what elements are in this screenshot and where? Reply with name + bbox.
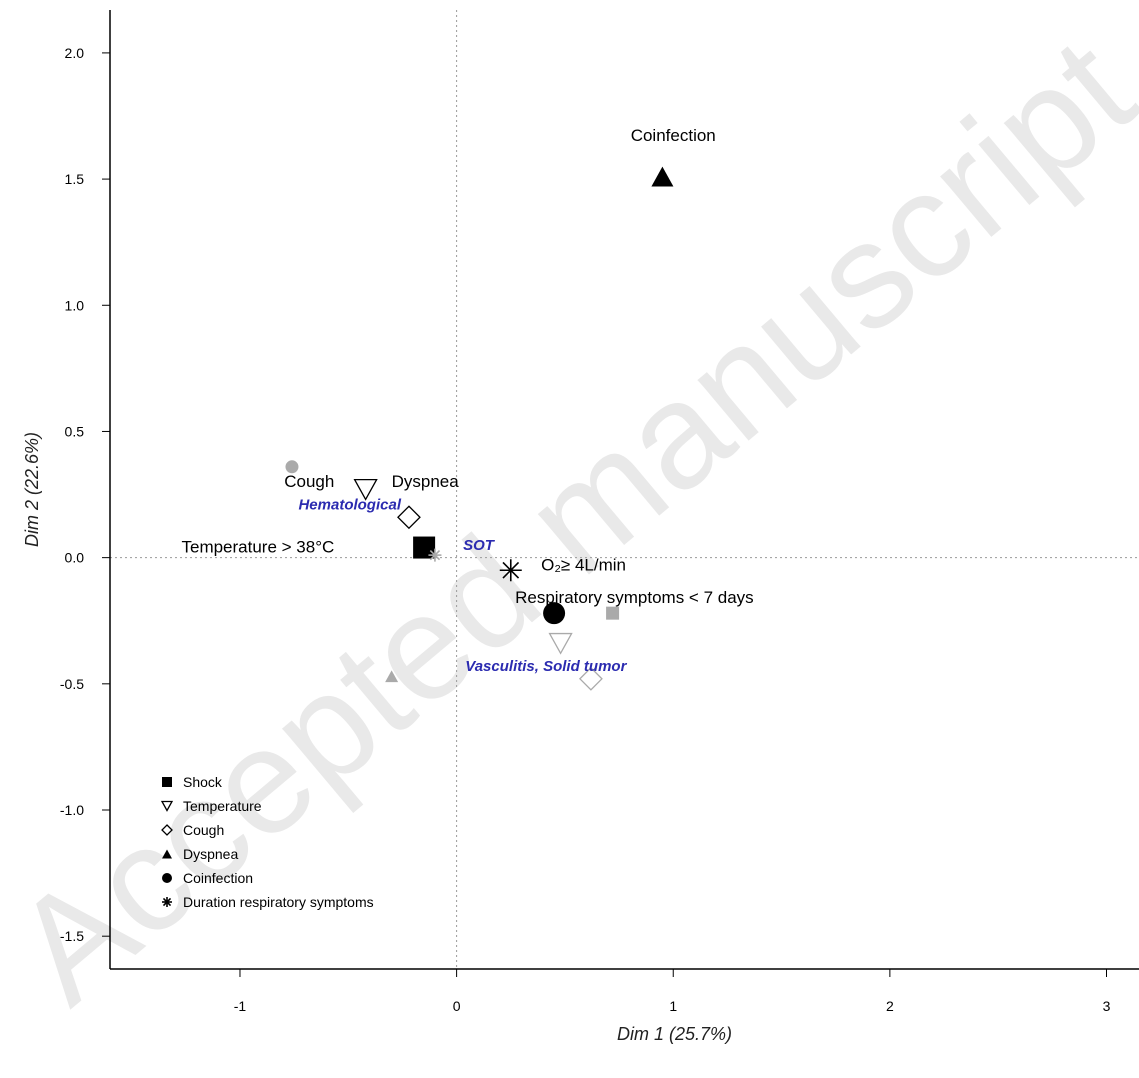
data-point-diamond: [397, 505, 421, 530]
legend-label: Shock: [183, 774, 223, 790]
legend-marker-asterisk: [162, 897, 172, 907]
y-tick-label: 1.0: [65, 297, 85, 313]
legend-item: Dyspnea: [162, 846, 238, 862]
x-tick-label: 3: [1103, 998, 1111, 1014]
point-label: Dyspnea: [392, 472, 460, 491]
data-point-asterisk: [499, 559, 522, 582]
point-label: Temperature > 38°C: [181, 538, 334, 557]
y-tick-label: 2.0: [65, 45, 85, 61]
legend-marker-tri-down: [160, 800, 174, 812]
legend: Shock Temperature Cough Dyspnea Coinfection D…: [160, 774, 374, 910]
point-label: Cough: [284, 472, 334, 491]
y-tick-label: 0.0: [65, 550, 85, 566]
axes: 2.0 1.5 1.0 0.5 0.0 -0.5 -1.0 -1.5 -1 0 1 2 3: [60, 10, 1139, 1014]
legend-item: Duration respiratory symptoms: [162, 894, 374, 910]
y-axis-label: Dim 2 (22.6%): [22, 432, 42, 547]
point-label: O₂≥ 4L/min: [541, 555, 626, 574]
legend-label: Duration respiratory symptoms: [183, 894, 374, 910]
y-tick-label: -0.5: [60, 676, 84, 692]
triangle-down-marker: [353, 478, 378, 501]
legend-label: Dyspnea: [183, 846, 238, 862]
point-label: Coinfection: [631, 126, 716, 145]
x-tick-label: 0: [453, 998, 461, 1014]
legend-item: Coinfection: [162, 870, 253, 886]
triangle-up-marker: [162, 849, 172, 859]
data-point-tri-up: [651, 166, 674, 187]
asterisk-stroke: [502, 561, 520, 579]
y-tick-label: -1.5: [60, 928, 84, 944]
data-points: [285, 166, 674, 691]
data-point-diamond: [579, 666, 603, 691]
data-point-tri-down: [353, 478, 378, 501]
legend-marker-tri-up: [162, 849, 172, 859]
legend-label: Cough: [183, 822, 224, 838]
triangle-up-marker: [651, 166, 674, 187]
circle-marker: [162, 873, 172, 883]
x-tick-label: 2: [886, 998, 894, 1014]
legend-marker-square: [162, 777, 172, 787]
square-marker: [413, 536, 436, 559]
point-label: Vasculitis, Solid tumor: [465, 658, 627, 675]
y-tick-label: -1.0: [60, 802, 84, 818]
data-point-circle: [285, 460, 299, 474]
data-point-tri-down: [548, 632, 573, 655]
legend-label: Temperature: [183, 798, 262, 814]
triangle-down-marker: [160, 800, 174, 812]
diamond-marker: [579, 666, 603, 691]
data-point-asterisk: [428, 548, 442, 562]
point-label: Hematological: [298, 497, 401, 514]
point-label: SOT: [463, 537, 496, 554]
x-tick-label: -1: [234, 998, 247, 1014]
legend-label: Coinfection: [183, 870, 253, 886]
data-point-tri-up: [385, 670, 399, 683]
square-marker: [162, 777, 172, 787]
x-tick-label: 1: [669, 998, 677, 1014]
y-tick-label: 1.5: [65, 171, 85, 187]
triangle-up-marker: [385, 670, 399, 683]
square-marker: [606, 606, 620, 620]
point-label: Respiratory symptoms < 7 days: [515, 588, 754, 607]
y-tick-label: 0.5: [65, 423, 85, 439]
asterisk-stroke: [162, 897, 172, 907]
diamond-marker: [161, 824, 173, 836]
point-labels: Coinfection Cough Dyspnea Temperature > 38°…: [181, 126, 753, 675]
legend-marker-circle: [162, 873, 172, 883]
diamond-marker: [397, 505, 421, 530]
legend-item: Cough: [161, 822, 224, 838]
data-point-square: [413, 536, 436, 559]
legend-item: Shock: [162, 774, 223, 790]
legend-item: Temperature: [160, 798, 262, 814]
x-axis-label: Dim 1 (25.7%): [617, 1024, 732, 1044]
circle-marker: [543, 602, 566, 625]
triangle-down-marker: [548, 632, 573, 655]
reference-lines: [110, 10, 1139, 969]
data-point-circle: [543, 602, 566, 625]
circle-marker: [285, 460, 299, 474]
legend-marker-diamond: [161, 824, 173, 836]
data-point-square: [606, 606, 620, 620]
asterisk-stroke: [429, 549, 441, 561]
